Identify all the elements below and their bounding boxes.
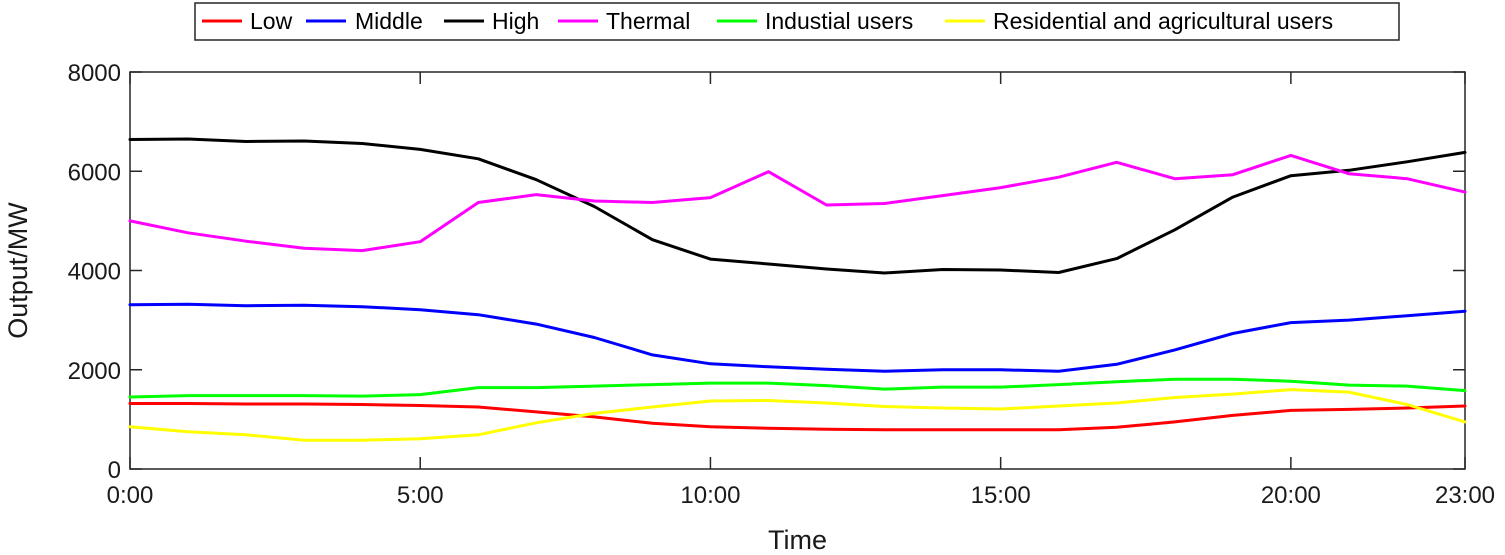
series-line-low (128, 402, 1467, 432)
legend-item-low: Low (202, 8, 293, 34)
legend-label: High (492, 8, 539, 34)
series-line-residential-and-agricultural-users (128, 388, 1467, 442)
legend: Low Middle High Thermal Industial users Resid… (194, 2, 1400, 41)
legend-item-residential-and-agricultural-users: Residential and agricultural users (945, 8, 1333, 34)
y-axis: 0 2000 4000 6000 8000 (68, 60, 1465, 484)
legend-label: Middle (355, 8, 423, 34)
series-line-thermal (128, 153, 1467, 253)
x-tick-label: 10:00 (680, 482, 740, 509)
x-tick-label: 15:00 (971, 482, 1031, 509)
series-line-high (128, 137, 1467, 275)
series-line-industial-users (128, 377, 1467, 399)
y-tick-label: 0 (108, 457, 121, 484)
y-tick-label: 2000 (68, 358, 121, 385)
y-tick-label: 8000 (68, 60, 121, 87)
y-tick-label: 4000 (68, 259, 121, 286)
x-axis: 0:00 5:00 10:00 15:00 20:00 23:00 (107, 72, 1495, 509)
x-tick-label: 23:00 (1435, 482, 1495, 509)
x-tick-label: 0:00 (107, 482, 154, 509)
x-axis-title: Time (768, 525, 827, 555)
legend-label: Low (250, 8, 293, 34)
series-layer (128, 137, 1467, 442)
y-axis-title: Output/MW (3, 202, 33, 339)
series-line-middle (128, 302, 1467, 373)
legend-item-high: High (444, 8, 539, 34)
y-tick-label: 6000 (68, 159, 121, 186)
legend-item-industial-users: Industial users (717, 8, 913, 34)
legend-item-thermal: Thermal (558, 8, 690, 34)
legend-box (194, 2, 1400, 41)
legend-label: Residential and agricultural users (993, 8, 1333, 34)
x-tick-label: 5:00 (397, 482, 444, 509)
x-tick-label: 20:00 (1261, 482, 1321, 509)
legend-label: Industial users (765, 8, 913, 34)
legend-label: Thermal (606, 8, 690, 34)
plot-area (129, 71, 1466, 470)
legend-item-middle: Middle (306, 8, 423, 34)
